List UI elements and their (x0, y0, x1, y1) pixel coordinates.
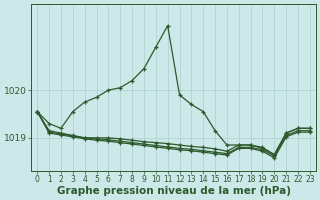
X-axis label: Graphe pression niveau de la mer (hPa): Graphe pression niveau de la mer (hPa) (57, 186, 291, 196)
